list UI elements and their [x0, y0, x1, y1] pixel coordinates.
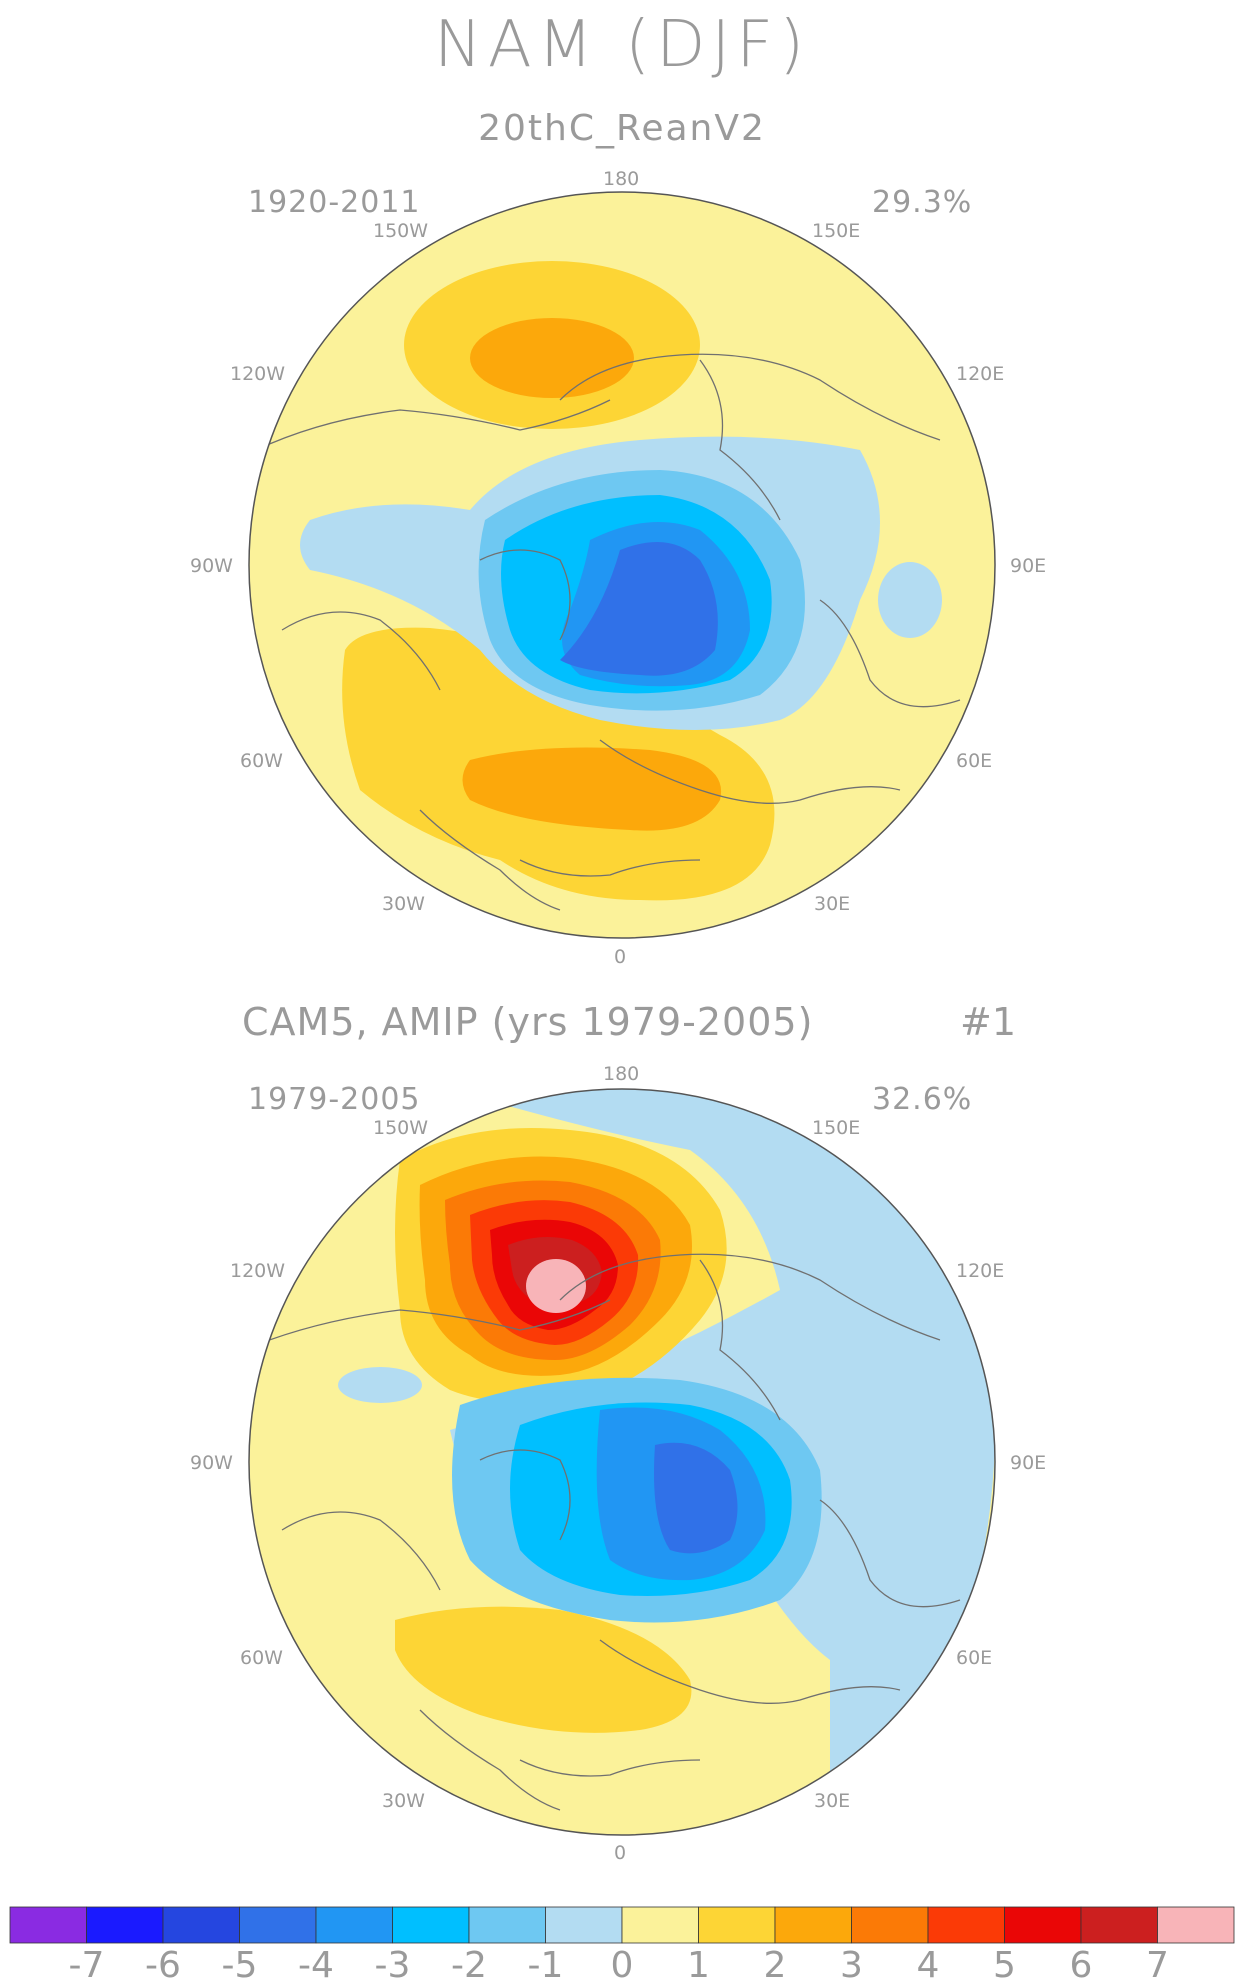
panel-1-period: 1920-2011 — [248, 185, 421, 220]
panel-1-lon-30e: 30E — [814, 893, 851, 915]
colorbar-tick-label: -1 — [527, 1945, 564, 1986]
panel-2-subtitle: CAM5, AMIP (yrs 1979-2005) — [242, 1000, 814, 1044]
panel-1-lon-30w: 30W — [382, 893, 425, 915]
colorbar-tick-label: -4 — [298, 1945, 334, 1986]
panel-2-lon-0: 0 — [614, 1842, 627, 1864]
panel-1-lon-90w: 90W — [190, 555, 233, 577]
colorbar-tick-label: 3 — [840, 1945, 863, 1986]
colorbar-swatch — [698, 1906, 776, 1944]
panel-1-lon-60e: 60E — [956, 750, 993, 772]
colorbar-swatch — [1004, 1906, 1082, 1944]
colorbar-tick-label: 4 — [916, 1945, 940, 1986]
colorbar-swatch — [162, 1906, 240, 1944]
panel-1-lon-0: 0 — [614, 946, 627, 968]
colorbar-swatch — [545, 1906, 623, 1944]
colorbar-swatch — [774, 1906, 852, 1944]
colorbar-tick-label: -2 — [451, 1945, 487, 1986]
panel-1-lon-120e: 120E — [956, 363, 1005, 385]
colorbar-tick-label: 6 — [1069, 1945, 1093, 1986]
colorbar-swatch — [1157, 1906, 1235, 1944]
panel-1-lon-180: 180 — [603, 168, 640, 190]
panel-1-variance: 29.3% — [872, 185, 973, 220]
panel-2-atlantic-high — [395, 1606, 692, 1733]
main-title: NAM (DJF) — [433, 8, 811, 82]
panel-1-lon-150e: 150E — [812, 220, 861, 242]
panel-2-lon-60w: 60W — [240, 1647, 283, 1669]
panel-2-frame — [248, 1088, 996, 1836]
colorbar-swatch — [239, 1906, 317, 1944]
panel-1-lon-120w: 120W — [230, 363, 286, 385]
panel-2-lon-120w: 120W — [230, 1260, 286, 1282]
panel-2-member: #1 — [960, 1000, 1017, 1044]
panel-2-coastlines — [255, 1253, 961, 1811]
panel-1-atlantic-high-core — [462, 747, 722, 831]
colorbar-tick-label: -5 — [221, 1945, 258, 1986]
colorbar-swatch — [86, 1906, 164, 1944]
panel-1-frame — [248, 191, 996, 939]
colorbar-swatch — [392, 1906, 470, 1944]
colorbar — [9, 1906, 1235, 1944]
colorbar-tick-label: -3 — [374, 1945, 411, 1986]
colorbar-tick-label: 0 — [610, 1945, 634, 1986]
panel-2-lon-90w: 90W — [190, 1452, 233, 1474]
colorbar-swatch — [851, 1906, 929, 1944]
colorbar-swatch — [927, 1906, 1005, 1944]
panel-2-west-patch — [338, 1367, 422, 1403]
colorbar-tick-label: -7 — [68, 1945, 105, 1986]
panel-2-period: 1979-2005 — [248, 1082, 421, 1117]
colorbar-tick-label: 7 — [1146, 1945, 1169, 1986]
colorbar-swatch — [1080, 1906, 1158, 1944]
map-panel-2 — [248, 1088, 996, 1836]
colorbar-tick-label: 5 — [993, 1945, 1016, 1986]
panel-1-subtitle: 20thC_ReanV2 — [478, 108, 766, 149]
panel-2-lon-180: 180 — [603, 1063, 640, 1085]
panel-2-variance: 32.6% — [872, 1082, 973, 1117]
colorbar-swatch — [9, 1906, 87, 1944]
panel-1-coastlines — [255, 353, 961, 911]
panel-2-lon-150e: 150E — [812, 1117, 861, 1139]
panel-2-lon-30w: 30W — [382, 1790, 425, 1812]
panel-1-lon-150w: 150W — [373, 220, 429, 242]
colorbar-swatch — [621, 1906, 699, 1944]
colorbar-tick-label: 2 — [763, 1945, 787, 1986]
map-panel-1 — [248, 191, 996, 939]
panel-2-lon-150w: 150W — [373, 1117, 429, 1139]
colorbar-swatch — [468, 1906, 546, 1944]
colorbar-tick-label: -6 — [145, 1945, 181, 1986]
panel-2-lon-30e: 30E — [814, 1790, 851, 1812]
panel-1-lon-90e: 90E — [1010, 555, 1047, 577]
panel-2-pacific-high-core — [526, 1259, 586, 1313]
panel-1-lon-60w: 60W — [240, 750, 283, 772]
colorbar-tick-label: 1 — [687, 1945, 710, 1986]
panel-1-pacific-high-core — [470, 318, 634, 398]
panel-1-polar-low-core — [560, 542, 718, 676]
panel-2-polar-low-core — [654, 1442, 738, 1554]
panel-1-siberia-patch — [878, 562, 942, 638]
panel-2-lon-60e: 60E — [956, 1647, 993, 1669]
panel-2-lon-120e: 120E — [956, 1260, 1005, 1282]
panel-2-lon-90e: 90E — [1010, 1452, 1047, 1474]
colorbar-swatch — [315, 1906, 393, 1944]
